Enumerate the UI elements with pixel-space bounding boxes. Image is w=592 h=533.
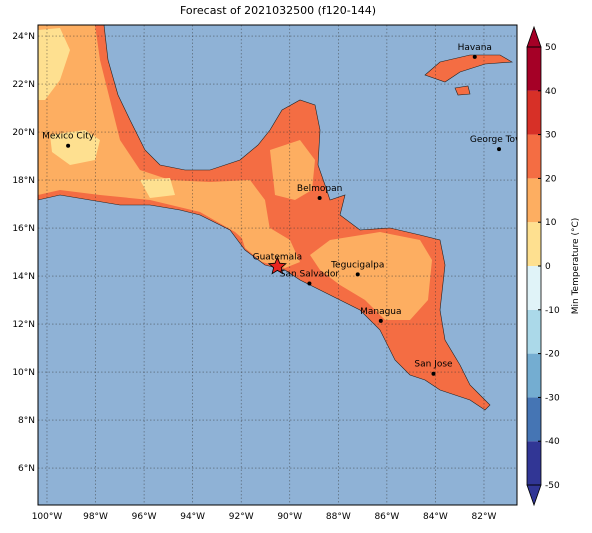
city-label: George Town (470, 135, 528, 145)
colorbar-segment (527, 441, 541, 485)
colorbar: -50 -40 -30 -20 -10 0 10 20 30 40 50 (526, 25, 560, 507)
x-tick-label: 92°W (229, 512, 254, 522)
city-label: Managua (360, 307, 401, 317)
city-label: Mexico City (42, 132, 95, 142)
colorbar-tick-label: 30 (545, 131, 557, 141)
city-label: Havana (458, 43, 492, 53)
colorbar-tick-label: -20 (545, 350, 560, 360)
island (424, 54, 513, 83)
cities: Mexico City Belmopan Guatemala San Salvador… (42, 43, 528, 376)
city-dot (66, 143, 71, 148)
city-label: Tegucigalpa (330, 260, 384, 270)
y-tick-label: 8°N (18, 416, 35, 426)
island (454, 85, 471, 96)
warm-zone (240, 228, 300, 268)
city-star (267, 256, 287, 275)
colorbar-tick-label: 50 (545, 43, 557, 53)
city-dot (307, 281, 312, 286)
colorbar-tick-label: -30 (545, 393, 560, 403)
x-tick-label: 90°W (277, 512, 302, 522)
y-tick-label: 14°N (12, 272, 35, 282)
colorbar-segment (527, 397, 541, 442)
colorbar-segment (527, 222, 541, 266)
city-dot (497, 147, 502, 152)
map-area: Mexico City Belmopan Guatemala San Salvador… (38, 25, 528, 505)
colorbar-segment (527, 353, 541, 398)
city-dot (317, 196, 322, 201)
colorbar-tick-label: -40 (545, 437, 560, 447)
y-tick-label: 16°N (12, 224, 35, 234)
x-tick-label: 98°W (83, 512, 108, 522)
x-tick-label: 86°W (374, 512, 399, 522)
y-tick-label: 22°N (12, 80, 35, 90)
colorbar-tick-label: 40 (545, 87, 557, 97)
colorbar-tick-label: -50 (545, 481, 560, 491)
colorbar-segment (527, 90, 541, 135)
colorbar-segment (527, 47, 541, 91)
colorbar-tick-label: -10 (545, 306, 560, 316)
y-tick-label: 24°N (12, 32, 35, 42)
city-label: Belmopan (297, 184, 342, 194)
x-tick-label: 88°W (326, 512, 351, 522)
y-tick-label: 6°N (18, 464, 35, 474)
colorbar-tick-label: 0 (545, 262, 551, 272)
colorbar-extend (526, 25, 542, 48)
colorbar-label: Min Temperature (°C) (571, 218, 581, 315)
graticule (38, 25, 517, 505)
x-tick-label: 96°W (132, 512, 157, 522)
y-tick-label: 20°N (12, 128, 35, 138)
colorbar-segment (527, 309, 541, 354)
x-tick-label: 94°W (180, 512, 205, 522)
x-tick-label: 84°W (423, 512, 448, 522)
map-title: Forecast of 2021032500 (f120-144) (180, 4, 376, 17)
warm-zone (270, 140, 315, 200)
city-label: San Salvador (280, 269, 340, 279)
y-tick-label: 12°N (12, 320, 35, 330)
colorbar-tick-label: 10 (545, 218, 557, 228)
colorbar-segment (527, 134, 541, 179)
warm-zone (38, 25, 270, 250)
y-tick-label: 18°N (12, 176, 35, 186)
mild-zone (140, 178, 175, 198)
y-tick-label: 10°N (12, 368, 35, 378)
x-tick-label: 82°W (472, 512, 497, 522)
mild-zone (38, 28, 70, 100)
city-label: San Jose (414, 360, 453, 370)
city-dot (431, 371, 436, 376)
colorbar-tick-label: 20 (545, 174, 557, 184)
colorbar-segment (527, 266, 541, 310)
city-dot (355, 272, 360, 277)
x-tick-label: 100°W (32, 512, 63, 522)
city-dot (378, 318, 383, 323)
colorbar-segment (527, 178, 541, 223)
mild-zone (50, 130, 100, 165)
city-dot (472, 54, 477, 59)
colorbar-extend (526, 484, 542, 507)
map-frame (37, 24, 518, 506)
city-label: Guatemala (253, 252, 303, 262)
